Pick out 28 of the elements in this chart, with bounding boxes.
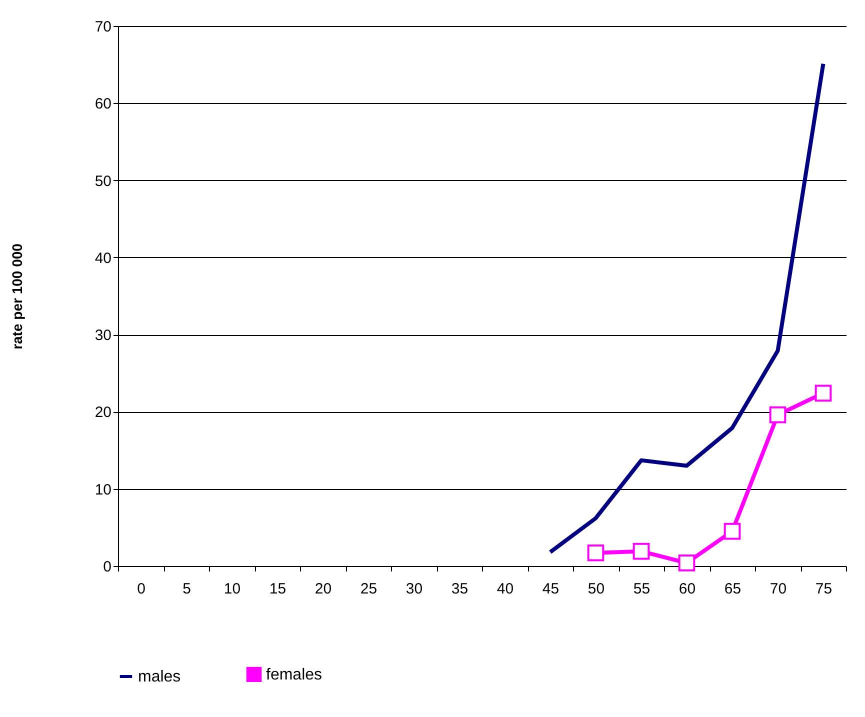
legend-label: males [138, 668, 181, 686]
x-tick-label: 45 [542, 580, 560, 598]
x-tick-label: 75 [815, 580, 832, 598]
x-tick-label: 40 [496, 580, 514, 598]
x-tick-label: 55 [633, 580, 650, 598]
y-tick-label: 0 [103, 558, 112, 576]
x-tick-label: 35 [451, 580, 468, 598]
x-tick-label: 30 [406, 580, 423, 598]
x-tick-label: 60 [678, 580, 696, 598]
y-tick-label: 50 [94, 172, 112, 190]
x-tick-label: 65 [724, 580, 742, 598]
x-tick-label: 10 [224, 580, 241, 598]
x-tick-label: 5 [182, 580, 191, 598]
y-axis-title: rate per 100 000 [8, 243, 25, 350]
x-tick-label: 70 [770, 580, 787, 598]
y-tick-label: 10 [94, 481, 112, 498]
x-tick-label: 50 [588, 580, 605, 598]
x-tick-label: 25 [360, 580, 378, 598]
x-tick-label: 15 [269, 580, 286, 598]
y-tick-label: 20 [94, 404, 112, 422]
y-tick-label: 40 [94, 250, 112, 267]
x-tick-label: 0 [137, 580, 146, 598]
y-tick-label: 70 [94, 18, 112, 36]
x-tick-label: 20 [314, 580, 332, 598]
y-tick-label: 30 [94, 327, 112, 344]
line-series [548, 62, 826, 554]
legend-label: females [266, 666, 322, 684]
y-tick-label: 60 [94, 96, 112, 113]
